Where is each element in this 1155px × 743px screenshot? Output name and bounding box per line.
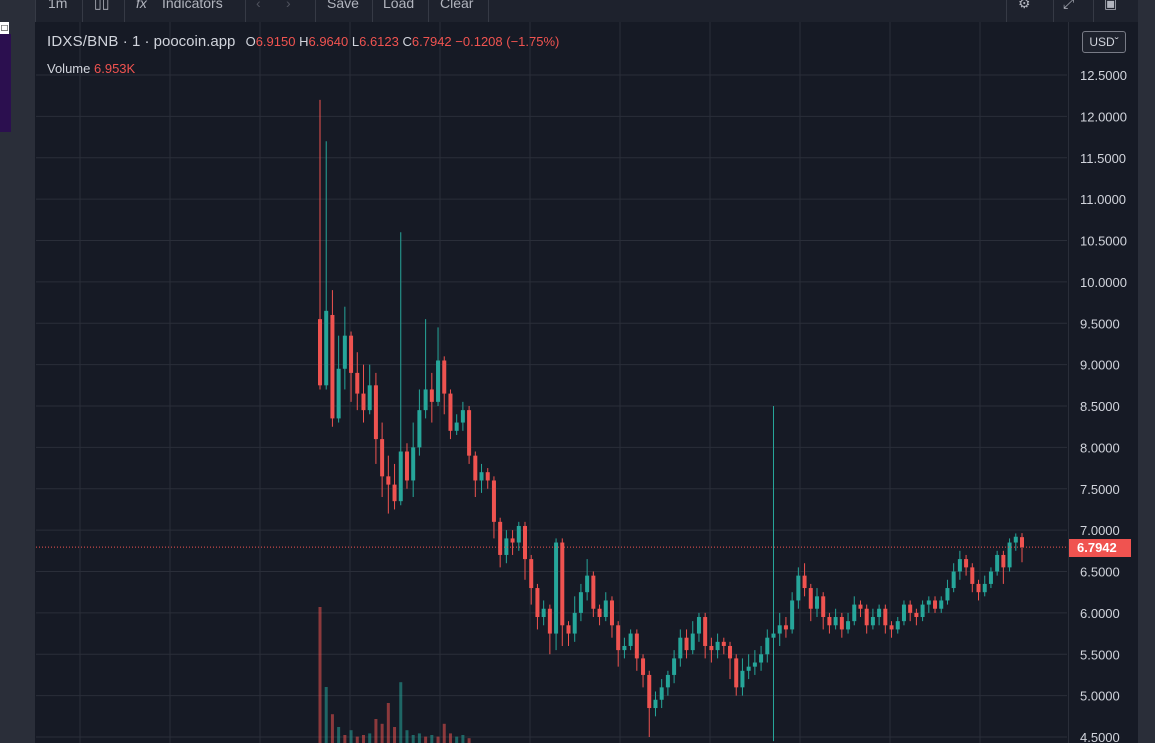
snapshot-camera-icon[interactable]: ▣ — [1104, 0, 1118, 11]
toolbar-divider — [245, 0, 246, 22]
symbol-pair[interactable]: IDXS/BNB — [47, 33, 119, 50]
high-value: 6.9640 — [308, 34, 349, 49]
fx-icon[interactable]: fx — [136, 0, 147, 11]
toolbar-divider — [372, 0, 373, 22]
left-toolbar — [11, 0, 36, 743]
top-toolbar: 1m ▯▯ fx Indicators ‹ › Save Load Clear … — [36, 0, 1155, 23]
save-button[interactable]: Save — [327, 0, 359, 11]
right-strip — [1138, 0, 1155, 743]
low-label: L — [351, 34, 360, 49]
toolbar-divider — [488, 0, 489, 22]
interval-button[interactable]: 1m — [48, 0, 68, 11]
price-axis[interactable] — [1068, 22, 1139, 743]
volume-legend: Volume 6.953K — [47, 61, 135, 76]
chart-pane[interactable] — [35, 22, 1068, 743]
toolbar-divider — [1053, 0, 1054, 22]
open-value: 6.9150 — [255, 34, 296, 49]
toolbar-divider — [124, 0, 125, 22]
settings-gear-icon[interactable]: ⚙ — [1018, 0, 1031, 11]
left-panel-accent — [0, 34, 11, 132]
currency-selector[interactable]: USDˇ — [1082, 31, 1126, 53]
toolbar-divider — [315, 0, 316, 22]
chevron-down-icon: ˇ — [1114, 35, 1119, 49]
last-price-label: 6.7942 — [1069, 539, 1131, 557]
volume-value: 6.953K — [94, 61, 136, 76]
close-value: 6.7942 — [411, 34, 452, 49]
indicators-button[interactable]: Indicators — [162, 0, 223, 11]
close-label: C — [402, 34, 412, 49]
open-label: O — [245, 34, 256, 49]
chart-legend: IDXS/BNB · 1 · poocoin.app O6.9150 H6.96… — [47, 33, 560, 50]
toolbar-divider — [428, 0, 429, 22]
fullscreen-icon[interactable]: ⤢ — [1063, 0, 1075, 11]
left-strip — [0, 0, 11, 743]
low-value: 6.6123 — [359, 34, 399, 49]
legend-source: poocoin.app — [153, 33, 236, 50]
toolbar-divider — [82, 0, 83, 22]
high-label: H — [299, 34, 309, 49]
volume-label: Volume — [47, 61, 91, 76]
toolbar-divider — [1093, 0, 1094, 22]
left-badge-icon: □ — [0, 22, 9, 34]
toolbar-divider — [1006, 0, 1007, 22]
change-value: −0.1208 (−1.75%) — [455, 34, 560, 49]
redo-icon[interactable]: › — [286, 0, 291, 11]
currency-label: USD — [1089, 35, 1115, 49]
legend-interval: 1 — [131, 33, 141, 50]
load-button[interactable]: Load — [383, 0, 415, 11]
undo-icon[interactable]: ‹ — [256, 0, 261, 11]
clear-button[interactable]: Clear — [440, 0, 474, 11]
candle-type-icon[interactable]: ▯▯ — [94, 0, 110, 11]
